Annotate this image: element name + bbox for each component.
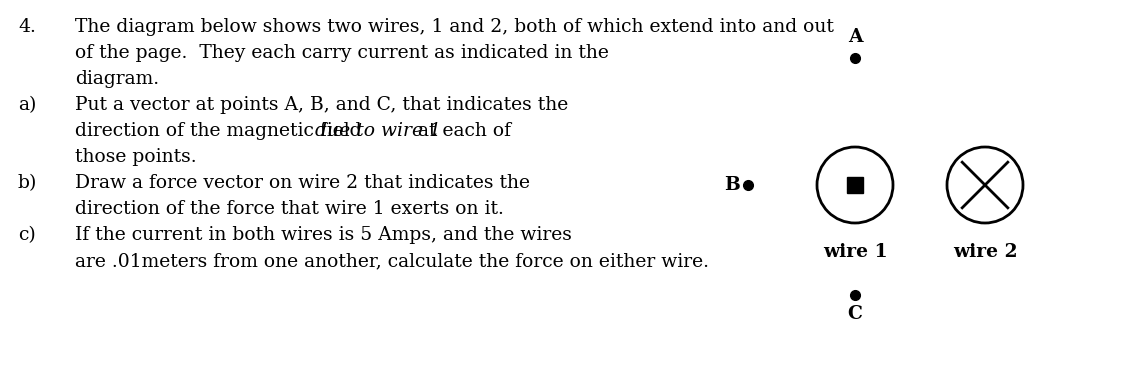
Text: Draw a force vector on wire 2 that indicates the: Draw a force vector on wire 2 that indic… xyxy=(75,174,530,192)
Text: wire 1: wire 1 xyxy=(823,243,887,261)
Text: a): a) xyxy=(18,96,36,114)
Text: at each of: at each of xyxy=(413,122,512,140)
Text: Put a vector at points A, B, and C, that indicates the: Put a vector at points A, B, and C, that… xyxy=(75,96,568,114)
Text: A: A xyxy=(848,28,862,46)
Text: c): c) xyxy=(18,226,35,244)
Text: wire 2: wire 2 xyxy=(953,243,1017,261)
Text: diagram.: diagram. xyxy=(75,70,160,88)
Text: direction of the magnetic field: direction of the magnetic field xyxy=(75,122,367,140)
Text: are .01meters from one another, calculate the force on either wire.: are .01meters from one another, calculat… xyxy=(75,252,709,270)
Text: those points.: those points. xyxy=(75,148,196,166)
Text: B: B xyxy=(724,176,740,194)
Text: direction of the force that wire 1 exerts on it.: direction of the force that wire 1 exert… xyxy=(75,200,504,218)
Text: The diagram below shows two wires, 1 and 2, both of which extend into and out: The diagram below shows two wires, 1 and… xyxy=(75,18,833,36)
Text: b): b) xyxy=(18,174,38,192)
Text: If the current in both wires is 5 Amps, and the wires: If the current in both wires is 5 Amps, … xyxy=(75,226,572,244)
Text: of the page.  They each carry current as indicated in the: of the page. They each carry current as … xyxy=(75,44,609,62)
Text: due to wire 1: due to wire 1 xyxy=(315,122,441,140)
Text: 4.: 4. xyxy=(18,18,35,36)
Text: C: C xyxy=(847,305,863,323)
